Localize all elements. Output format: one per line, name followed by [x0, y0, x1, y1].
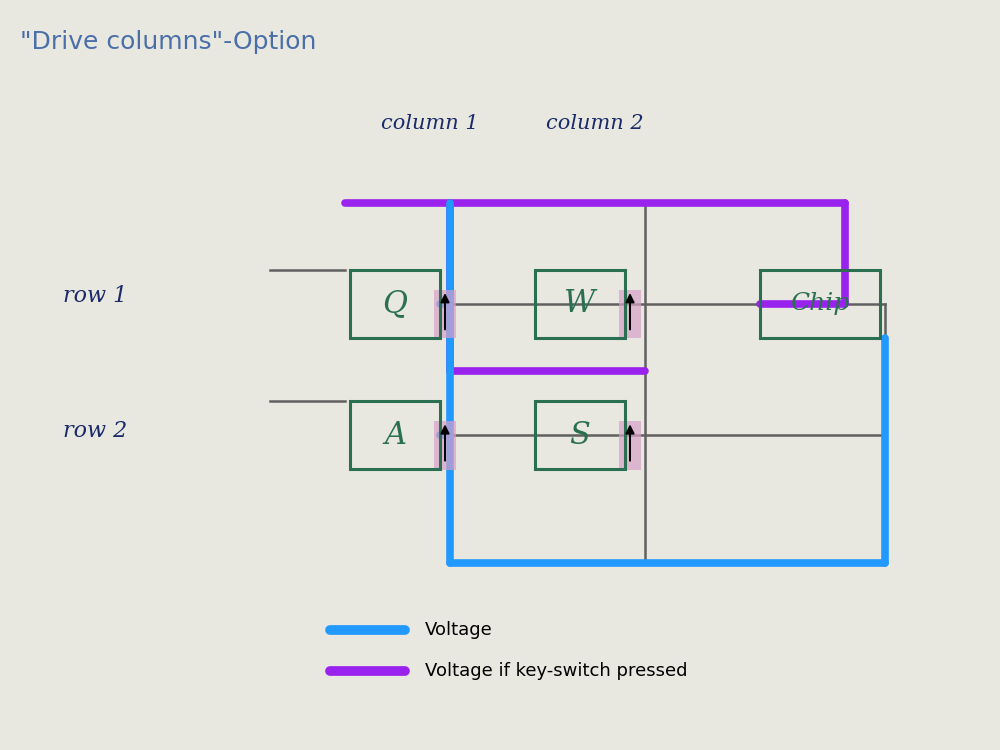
Bar [760, 270, 880, 338]
Text: Chip: Chip [790, 292, 850, 315]
Text: row 2: row 2 [63, 420, 127, 442]
Bar [619, 421, 641, 470]
Text: W: W [564, 288, 596, 320]
Bar [535, 270, 625, 338]
Bar [434, 290, 456, 338]
Bar [350, 401, 440, 469]
Text: S: S [570, 419, 590, 451]
Bar [619, 290, 641, 338]
Text: column 2: column 2 [546, 114, 644, 134]
Text: Voltage: Voltage [425, 621, 493, 639]
Text: Q: Q [382, 288, 408, 320]
Text: Voltage if key-switch pressed: Voltage if key-switch pressed [425, 662, 688, 680]
Text: A: A [384, 419, 406, 451]
Text: column 1: column 1 [381, 114, 479, 134]
Bar [535, 401, 625, 469]
Text: "Drive columns"-Option: "Drive columns"-Option [20, 30, 316, 54]
Bar [434, 421, 456, 470]
Bar [350, 270, 440, 338]
Text: row 1: row 1 [63, 285, 127, 308]
